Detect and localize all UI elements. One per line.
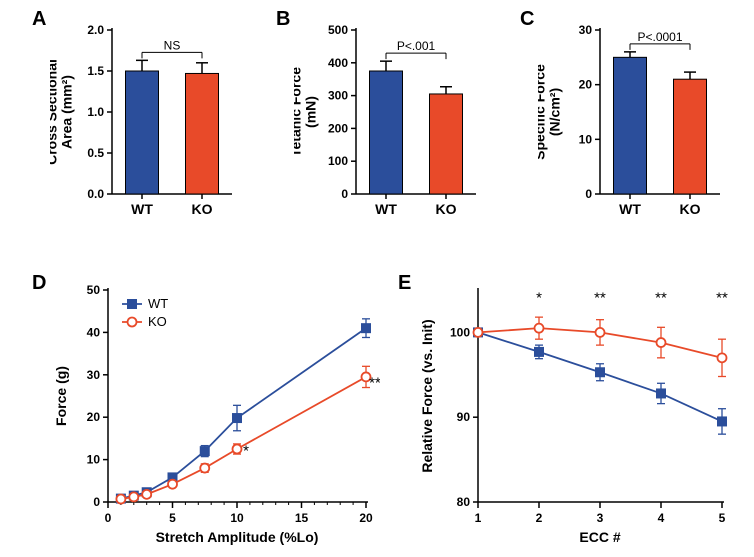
svg-text:200: 200 [328,121,348,135]
svg-text:30: 30 [579,23,593,37]
svg-text:KO: KO [148,314,167,329]
svg-text:KO: KO [680,201,701,217]
svg-text:0: 0 [341,187,348,201]
svg-text:0: 0 [585,187,592,201]
svg-text:(N/cm²): (N/cm²) [547,88,563,136]
svg-text:15: 15 [295,511,309,525]
svg-text:500: 500 [328,23,348,37]
svg-text:4: 4 [658,511,665,525]
panel-e: 809010012345*******ECC #Relative Force (… [416,278,736,548]
svg-text:ECC #: ECC # [579,529,620,545]
panel-label-d: D [32,272,46,295]
panel-c: 0102030WTKOP<.0001Specific Force(N/cm²) [538,12,728,232]
svg-text:300: 300 [328,89,348,103]
panel-b: 0100200300400500WTKOP<.001Tetanic Force(… [294,12,484,232]
svg-text:20: 20 [359,511,373,525]
svg-text:Stretch Amplitude (%Lo): Stretch Amplitude (%Lo) [156,529,319,545]
svg-text:Relative Force (vs. Init): Relative Force (vs. Init) [419,319,435,472]
svg-text:40: 40 [87,325,101,339]
svg-text:5: 5 [169,511,176,525]
svg-text:0.0: 0.0 [87,187,104,201]
panel-label-e: E [398,272,411,295]
svg-text:0.5: 0.5 [87,146,104,160]
svg-text:50: 50 [87,283,101,297]
panel-label-c: C [520,8,534,31]
svg-text:WT: WT [131,201,153,217]
panel-a: 0.00.51.01.52.0WTKONSCross SectionalArea… [50,12,240,232]
svg-text:3: 3 [597,511,604,525]
svg-text:0: 0 [105,511,112,525]
svg-text:WT: WT [375,201,397,217]
svg-text:100: 100 [450,325,470,339]
svg-text:**: ** [594,290,606,307]
svg-text:**: ** [716,290,728,307]
svg-text:**: ** [369,375,380,392]
svg-text:P<.001: P<.001 [397,39,436,53]
svg-text:2.0: 2.0 [87,23,104,37]
panel-label-a: A [32,8,46,31]
svg-text:KO: KO [192,201,213,217]
svg-text:1: 1 [475,511,482,525]
svg-text:(mN): (mN) [303,96,319,128]
svg-text:20: 20 [87,410,101,424]
svg-text:2: 2 [536,511,543,525]
svg-text:5: 5 [719,511,726,525]
svg-text:20: 20 [579,78,593,92]
svg-text:KO: KO [436,201,457,217]
svg-text:90: 90 [457,410,471,424]
svg-text:0: 0 [93,495,100,509]
svg-text:WT: WT [148,296,168,311]
svg-text:10: 10 [230,511,244,525]
svg-text:100: 100 [328,154,348,168]
svg-text:30: 30 [87,368,101,382]
svg-text:80: 80 [457,495,471,509]
svg-text:P<.0001: P<.0001 [637,30,682,44]
svg-text:10: 10 [579,132,593,146]
svg-text:10: 10 [87,453,101,467]
svg-text:1.5: 1.5 [87,64,104,78]
svg-text:Force (g): Force (g) [53,366,69,426]
svg-text:WT: WT [619,201,641,217]
panel-label-b: B [276,8,290,31]
svg-text:NS: NS [164,38,181,52]
panel-d: 0102030405005101520***Stretch Amplitude … [50,278,380,548]
svg-text:**: ** [655,290,667,307]
svg-text:*: * [243,442,249,459]
svg-text:*: * [536,290,542,307]
figure: A 0.00.51.01.52.0WTKONSCross SectionalAr… [0,0,754,557]
svg-text:Area (mm²): Area (mm²) [59,75,75,149]
svg-text:400: 400 [328,56,348,70]
svg-text:1.0: 1.0 [87,105,104,119]
